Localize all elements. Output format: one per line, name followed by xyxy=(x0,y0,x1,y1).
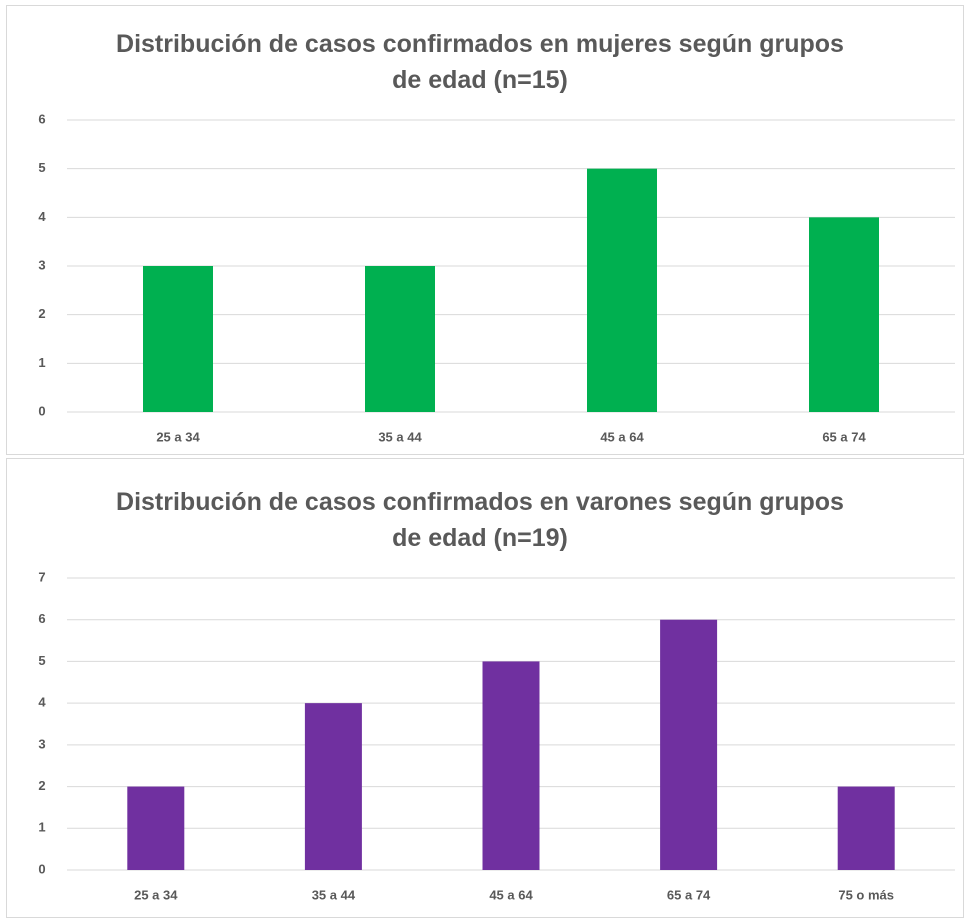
bar xyxy=(143,266,213,412)
x-tick-label: 45 a 64 xyxy=(600,429,644,444)
y-tick-label: 3 xyxy=(38,257,45,272)
y-tick-label: 3 xyxy=(38,736,45,751)
y-tick-label: 1 xyxy=(38,355,45,370)
chart-title: Distribución de casos confirmados en muj… xyxy=(116,30,844,94)
bar xyxy=(837,786,895,870)
chart-title: Distribución de casos confirmados en var… xyxy=(116,488,844,552)
y-tick-label: 2 xyxy=(38,306,45,321)
bar xyxy=(304,703,362,870)
bar xyxy=(809,217,879,412)
bar xyxy=(365,266,435,412)
y-tick-label: 6 xyxy=(38,111,45,126)
x-tick-label: 35 a 44 xyxy=(312,887,356,902)
bar xyxy=(482,661,540,870)
bar xyxy=(587,168,657,412)
y-tick-label: 1 xyxy=(38,820,45,835)
y-tick-label: 6 xyxy=(38,611,45,626)
x-tick-label: 65 a 74 xyxy=(822,429,866,444)
y-tick-label: 4 xyxy=(38,209,46,224)
bar xyxy=(127,786,185,870)
y-tick-label: 0 xyxy=(38,403,45,418)
x-tick-label: 35 a 44 xyxy=(378,429,422,444)
y-tick-label: 2 xyxy=(38,778,45,793)
y-tick-label: 0 xyxy=(38,861,45,876)
y-tick-label: 4 xyxy=(38,695,46,710)
y-tick-label: 7 xyxy=(38,569,45,584)
x-tick-label: 45 a 64 xyxy=(489,887,533,902)
x-tick-label: 75 o más xyxy=(838,887,894,902)
x-tick-label: 65 a 74 xyxy=(667,887,711,902)
x-tick-label: 25 a 34 xyxy=(156,429,200,444)
y-tick-label: 5 xyxy=(38,653,45,668)
x-tick-label: 25 a 34 xyxy=(134,887,178,902)
y-tick-label: 5 xyxy=(38,160,45,175)
bar xyxy=(660,619,718,870)
